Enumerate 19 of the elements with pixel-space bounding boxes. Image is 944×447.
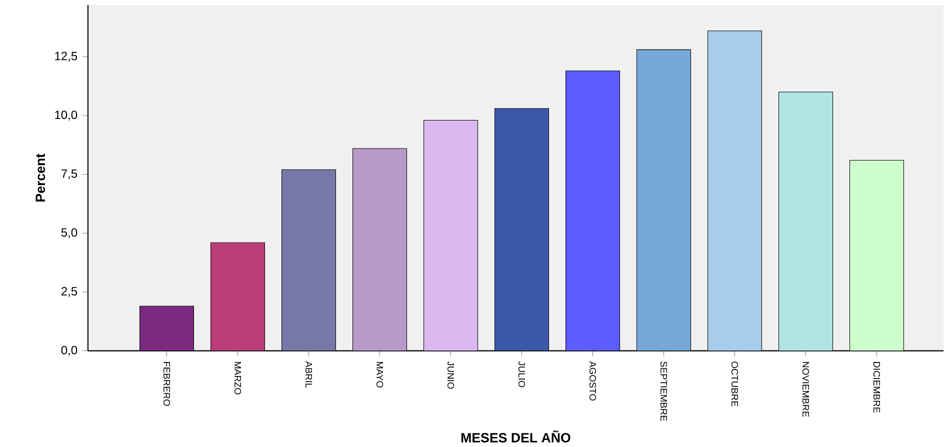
y-tick-label: 7,5 bbox=[62, 170, 78, 180]
y-tick-label: 5,0 bbox=[61, 228, 78, 238]
x-tick-label: ABRIL bbox=[306, 361, 312, 388]
x-tick-label: FEBRERO bbox=[163, 362, 170, 406]
x-tick-label: JUNIO bbox=[447, 361, 454, 389]
x-tick-label: NOVIEMBRE bbox=[802, 362, 810, 417]
x-axis-title: MESES DEL AÑO bbox=[461, 430, 570, 443]
x-tick-label: MARZO bbox=[234, 362, 242, 394]
y-tick-label: 2,5 bbox=[62, 287, 78, 297]
y-tick-label: 10,0 bbox=[55, 110, 78, 121]
y-tick-label: 0,0 bbox=[61, 346, 78, 356]
x-tick-label: AGOSTO bbox=[589, 361, 596, 401]
y-axis-title: Percent bbox=[36, 154, 46, 202]
x-tick-label: MAYO bbox=[376, 362, 384, 388]
x-tick-label: DICIEMBRE bbox=[873, 362, 880, 413]
x-tick-label: SEPTIEMBRE bbox=[660, 362, 668, 421]
x-tick-label: JULIO bbox=[518, 361, 526, 388]
y-tick-label: 12,5 bbox=[55, 52, 78, 62]
x-tick-label: OCTUBRE bbox=[731, 362, 738, 406]
